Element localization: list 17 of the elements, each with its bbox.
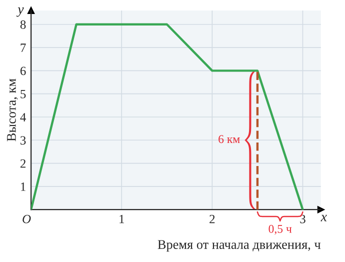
text: 0,5 ч <box>268 224 292 235</box>
x-axis-title: Время от начала движения, ч <box>158 240 321 252</box>
y-tick-label: 8 <box>20 20 26 29</box>
x-tick-label: 1 <box>120 214 124 224</box>
y-tick-label: 5 <box>20 90 26 98</box>
y-tick-label: 7 <box>20 44 26 52</box>
text: y <box>16 7 24 17</box>
text: x <box>320 214 327 222</box>
y-tick-label: 1 <box>21 182 26 191</box>
y-tick-label: 4 <box>20 113 26 122</box>
y-axis-title: Высота, км <box>7 78 18 142</box>
y-tick-label: 6 <box>20 66 26 76</box>
annotation: 6 км <box>218 135 240 144</box>
x-tick-label: 2 <box>210 214 215 224</box>
x-tick-label: O <box>22 214 31 224</box>
y-tick-label: 2 <box>20 159 26 168</box>
y-tick-label: 3 <box>20 136 26 145</box>
